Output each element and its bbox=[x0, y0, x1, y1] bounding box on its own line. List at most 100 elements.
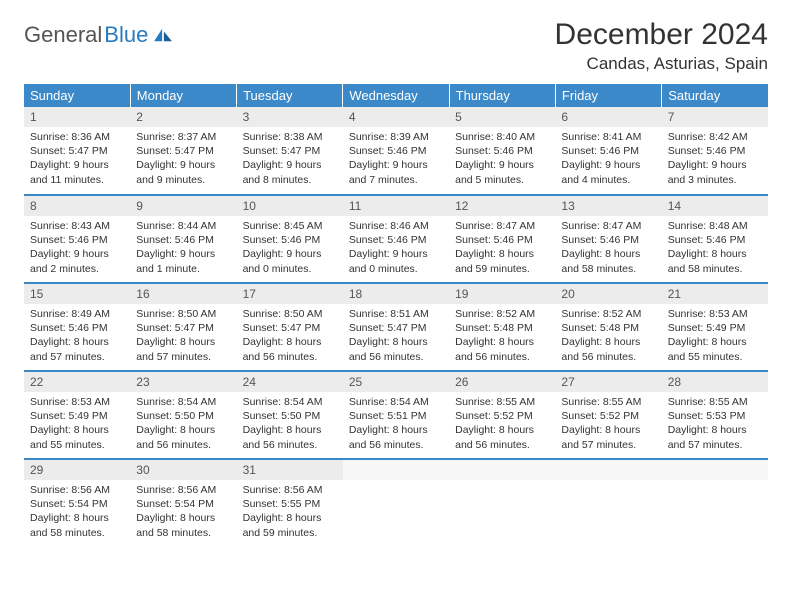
calendar-cell: 23Sunrise: 8:54 AMSunset: 5:50 PMDayligh… bbox=[130, 371, 236, 459]
day-ss: Sunset: 5:46 PM bbox=[668, 144, 762, 158]
day-sr: Sunrise: 8:49 AM bbox=[30, 307, 124, 321]
calendar-cell: 21Sunrise: 8:53 AMSunset: 5:49 PMDayligh… bbox=[662, 283, 768, 371]
day-body: Sunrise: 8:46 AMSunset: 5:46 PMDaylight:… bbox=[343, 216, 449, 280]
day-number: 9 bbox=[130, 196, 236, 216]
day-d2: and 56 minutes. bbox=[349, 438, 443, 452]
calendar-cell: 30Sunrise: 8:56 AMSunset: 5:54 PMDayligh… bbox=[130, 459, 236, 547]
day-d2: and 58 minutes. bbox=[668, 262, 762, 276]
day-d2: and 5 minutes. bbox=[455, 173, 549, 187]
day-d2: and 1 minute. bbox=[136, 262, 230, 276]
calendar-cell: 15Sunrise: 8:49 AMSunset: 5:46 PMDayligh… bbox=[24, 283, 130, 371]
day-body: Sunrise: 8:54 AMSunset: 5:50 PMDaylight:… bbox=[130, 392, 236, 456]
day-number: 5 bbox=[449, 107, 555, 127]
day-sr: Sunrise: 8:53 AM bbox=[668, 307, 762, 321]
calendar-cell: 18Sunrise: 8:51 AMSunset: 5:47 PMDayligh… bbox=[343, 283, 449, 371]
day-sr: Sunrise: 8:37 AM bbox=[136, 130, 230, 144]
day-d2: and 58 minutes. bbox=[561, 262, 655, 276]
weekday-header: Wednesday bbox=[343, 84, 449, 107]
day-body: Sunrise: 8:36 AMSunset: 5:47 PMDaylight:… bbox=[24, 127, 130, 191]
calendar-cell: 11Sunrise: 8:46 AMSunset: 5:46 PMDayligh… bbox=[343, 195, 449, 283]
calendar-cell: 7Sunrise: 8:42 AMSunset: 5:46 PMDaylight… bbox=[662, 107, 768, 195]
day-ss: Sunset: 5:48 PM bbox=[561, 321, 655, 335]
day-number: 25 bbox=[343, 372, 449, 392]
day-body: Sunrise: 8:43 AMSunset: 5:46 PMDaylight:… bbox=[24, 216, 130, 280]
day-d1: Daylight: 8 hours bbox=[30, 511, 124, 525]
day-ss: Sunset: 5:46 PM bbox=[455, 144, 549, 158]
day-sr: Sunrise: 8:39 AM bbox=[349, 130, 443, 144]
day-d1: Daylight: 9 hours bbox=[455, 158, 549, 172]
day-d1: Daylight: 9 hours bbox=[668, 158, 762, 172]
day-ss: Sunset: 5:55 PM bbox=[243, 497, 337, 511]
day-sr: Sunrise: 8:54 AM bbox=[136, 395, 230, 409]
day-d1: Daylight: 8 hours bbox=[561, 247, 655, 261]
calendar-cell bbox=[555, 459, 661, 547]
day-sr: Sunrise: 8:47 AM bbox=[561, 219, 655, 233]
calendar-week-row: 22Sunrise: 8:53 AMSunset: 5:49 PMDayligh… bbox=[24, 371, 768, 459]
day-number: 31 bbox=[237, 460, 343, 480]
day-d1: Daylight: 8 hours bbox=[136, 511, 230, 525]
day-d2: and 9 minutes. bbox=[136, 173, 230, 187]
calendar-week-row: 8Sunrise: 8:43 AMSunset: 5:46 PMDaylight… bbox=[24, 195, 768, 283]
day-d2: and 56 minutes. bbox=[349, 350, 443, 364]
day-number-empty bbox=[449, 460, 555, 480]
day-ss: Sunset: 5:46 PM bbox=[561, 233, 655, 247]
day-ss: Sunset: 5:46 PM bbox=[349, 144, 443, 158]
day-d2: and 57 minutes. bbox=[668, 438, 762, 452]
day-d1: Daylight: 8 hours bbox=[349, 423, 443, 437]
calendar-week-row: 1Sunrise: 8:36 AMSunset: 5:47 PMDaylight… bbox=[24, 107, 768, 195]
day-number: 20 bbox=[555, 284, 661, 304]
day-number: 17 bbox=[237, 284, 343, 304]
calendar-cell: 12Sunrise: 8:47 AMSunset: 5:46 PMDayligh… bbox=[449, 195, 555, 283]
day-ss: Sunset: 5:52 PM bbox=[561, 409, 655, 423]
day-number: 30 bbox=[130, 460, 236, 480]
day-number-empty bbox=[555, 460, 661, 480]
day-number: 11 bbox=[343, 196, 449, 216]
day-d2: and 7 minutes. bbox=[349, 173, 443, 187]
day-number: 19 bbox=[449, 284, 555, 304]
location: Candas, Asturias, Spain bbox=[555, 54, 768, 74]
weekday-header: Thursday bbox=[449, 84, 555, 107]
day-ss: Sunset: 5:47 PM bbox=[243, 321, 337, 335]
day-body: Sunrise: 8:39 AMSunset: 5:46 PMDaylight:… bbox=[343, 127, 449, 191]
weekday-header-row: Sunday Monday Tuesday Wednesday Thursday… bbox=[24, 84, 768, 107]
day-number: 7 bbox=[662, 107, 768, 127]
day-sr: Sunrise: 8:54 AM bbox=[349, 395, 443, 409]
day-d2: and 57 minutes. bbox=[561, 438, 655, 452]
calendar-cell bbox=[449, 459, 555, 547]
day-d1: Daylight: 9 hours bbox=[349, 158, 443, 172]
calendar-cell: 4Sunrise: 8:39 AMSunset: 5:46 PMDaylight… bbox=[343, 107, 449, 195]
calendar-cell: 26Sunrise: 8:55 AMSunset: 5:52 PMDayligh… bbox=[449, 371, 555, 459]
day-d1: Daylight: 9 hours bbox=[136, 158, 230, 172]
day-sr: Sunrise: 8:38 AM bbox=[243, 130, 337, 144]
day-d1: Daylight: 8 hours bbox=[136, 423, 230, 437]
calendar-cell: 9Sunrise: 8:44 AMSunset: 5:46 PMDaylight… bbox=[130, 195, 236, 283]
calendar-cell: 27Sunrise: 8:55 AMSunset: 5:52 PMDayligh… bbox=[555, 371, 661, 459]
day-number: 13 bbox=[555, 196, 661, 216]
day-sr: Sunrise: 8:48 AM bbox=[668, 219, 762, 233]
calendar-cell: 20Sunrise: 8:52 AMSunset: 5:48 PMDayligh… bbox=[555, 283, 661, 371]
day-d2: and 56 minutes. bbox=[243, 438, 337, 452]
day-body: Sunrise: 8:40 AMSunset: 5:46 PMDaylight:… bbox=[449, 127, 555, 191]
title-block: December 2024 Candas, Asturias, Spain bbox=[555, 18, 768, 74]
day-ss: Sunset: 5:50 PM bbox=[136, 409, 230, 423]
day-body: Sunrise: 8:55 AMSunset: 5:53 PMDaylight:… bbox=[662, 392, 768, 456]
calendar-table: Sunday Monday Tuesday Wednesday Thursday… bbox=[24, 84, 768, 547]
day-body: Sunrise: 8:44 AMSunset: 5:46 PMDaylight:… bbox=[130, 216, 236, 280]
calendar-cell: 25Sunrise: 8:54 AMSunset: 5:51 PMDayligh… bbox=[343, 371, 449, 459]
day-number: 12 bbox=[449, 196, 555, 216]
day-number: 1 bbox=[24, 107, 130, 127]
day-number-empty bbox=[662, 460, 768, 480]
day-number: 15 bbox=[24, 284, 130, 304]
calendar-cell: 22Sunrise: 8:53 AMSunset: 5:49 PMDayligh… bbox=[24, 371, 130, 459]
day-ss: Sunset: 5:46 PM bbox=[30, 233, 124, 247]
day-number: 24 bbox=[237, 372, 343, 392]
calendar-cell: 6Sunrise: 8:41 AMSunset: 5:46 PMDaylight… bbox=[555, 107, 661, 195]
day-d1: Daylight: 8 hours bbox=[243, 335, 337, 349]
calendar-cell: 29Sunrise: 8:56 AMSunset: 5:54 PMDayligh… bbox=[24, 459, 130, 547]
day-body: Sunrise: 8:37 AMSunset: 5:47 PMDaylight:… bbox=[130, 127, 236, 191]
day-number: 8 bbox=[24, 196, 130, 216]
calendar-week-row: 29Sunrise: 8:56 AMSunset: 5:54 PMDayligh… bbox=[24, 459, 768, 547]
day-number: 6 bbox=[555, 107, 661, 127]
day-d1: Daylight: 9 hours bbox=[243, 158, 337, 172]
day-sr: Sunrise: 8:56 AM bbox=[136, 483, 230, 497]
